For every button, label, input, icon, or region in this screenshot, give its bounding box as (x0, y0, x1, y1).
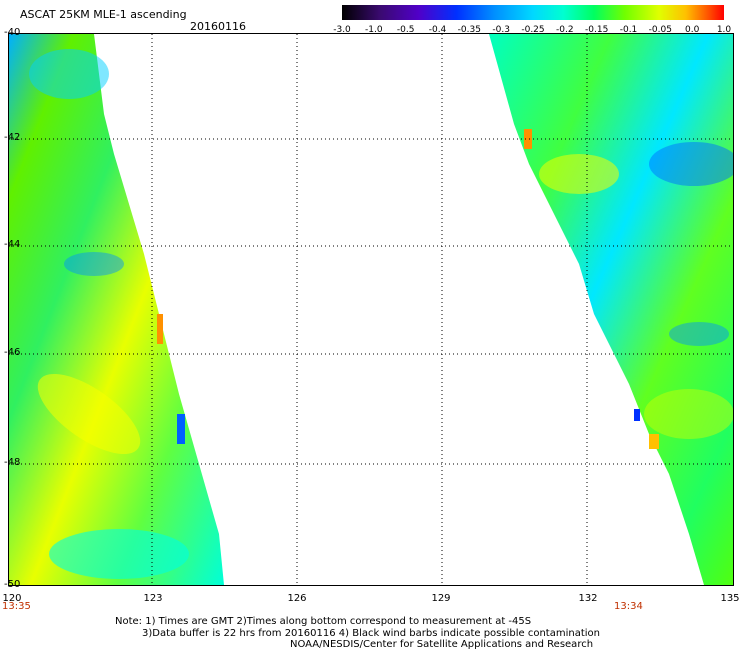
colorbar-tick-label: -1.0 (365, 25, 383, 35)
east-swath (489, 34, 739, 585)
colorbar-tick-label: 0.0 (684, 25, 700, 35)
colorbar-tick-label: -0.15 (585, 25, 609, 35)
note-line-2: 3)Data buffer is 22 hrs from 20160116 4)… (142, 628, 600, 639)
note-line-3: NOAA/NESDIS/Center for Satellite Applica… (290, 639, 594, 650)
lon-label: 129 (431, 593, 451, 604)
colorbar-tick-label: -3.0 (333, 25, 351, 35)
product-date: 20160116 (190, 20, 246, 33)
colorbar-tick-label: -0.4 (428, 25, 447, 35)
graticule (9, 34, 733, 585)
colorbar-tick-label: -0.1 (619, 25, 638, 35)
product-title: ASCAT 25KM MLE-1 ascending (20, 8, 187, 21)
colorbar-tick-label: -0.2 (556, 25, 574, 35)
colorbar-labels: -3.0 -1.0 -0.5 -0.4 -0.35 -0.3 -0.25 -0.2 -0.15-… (333, 25, 736, 37)
colorbar-tick-label: 1.0 (716, 25, 732, 35)
colorbar-tick-label: -0.3 (492, 25, 510, 35)
lat-label: -42 (4, 132, 21, 143)
lat-label: -46 (4, 347, 21, 358)
colorbar-tick-label: -0.25 (521, 25, 545, 35)
swath-plot (9, 34, 739, 585)
note-line-1: Note: 1) Times are GMT 2)Times along bot… (115, 616, 532, 627)
lat-label: -44 (4, 239, 21, 250)
lat-label: -48 (4, 457, 21, 468)
lat-label: -40 (4, 27, 21, 38)
lon-label: 123 (143, 593, 163, 604)
colorbar-tick-label: -0.35 (457, 25, 481, 35)
colorbar-tick-label: -0.05 (648, 25, 672, 35)
west-swath (9, 34, 224, 585)
lat-label: -50 (4, 579, 21, 590)
lon-label: 120 (2, 593, 22, 604)
swath-time-east: 13:34 (614, 601, 643, 612)
swath-time-west: 13:35 (2, 601, 31, 612)
lon-label: 126 (287, 593, 307, 604)
lon-label: 132 (578, 593, 598, 604)
map-panel (8, 33, 739, 586)
colorbar (342, 5, 724, 20)
lon-label: 135 (720, 593, 740, 604)
colorbar-tick-label: -0.5 (396, 25, 415, 35)
